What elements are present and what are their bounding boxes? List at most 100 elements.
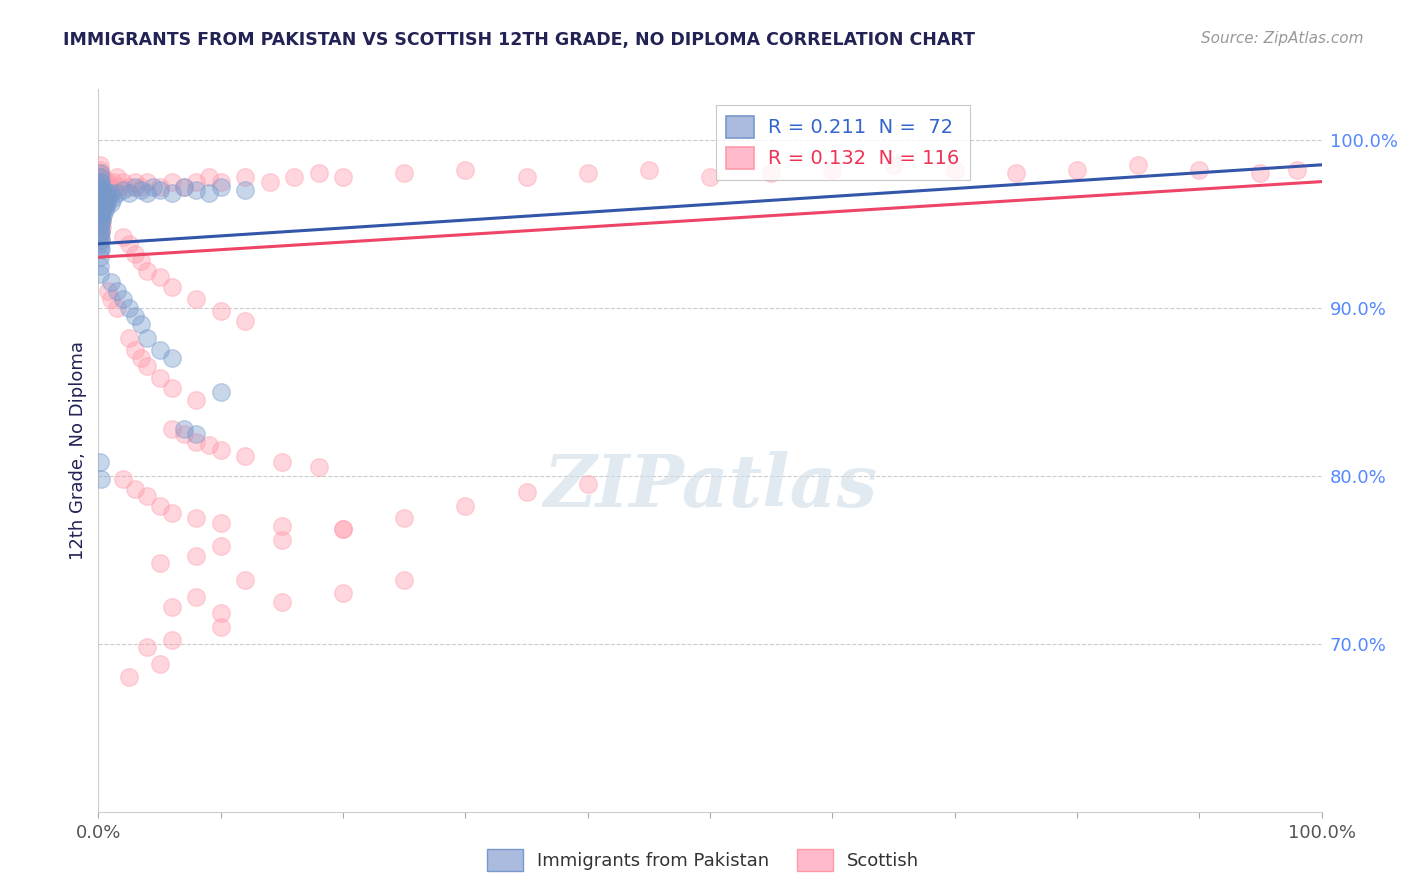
Point: [90, 175, 112, 189]
Text: IMMIGRANTS FROM PAKISTAN VS SCOTTISH 12TH GRADE, NO DIPLOMA CORRELATION CHART: IMMIGRANTS FROM PAKISTAN VS SCOTTISH 12T…: [63, 31, 976, 49]
Point: [270, 533, 294, 547]
Point: [197, 186, 219, 201]
Point: [90, 191, 112, 205]
Point: [160, 186, 183, 201]
Point: [124, 179, 146, 194]
Point: [136, 263, 159, 277]
Legend: Immigrants from Pakistan, Scottish: Immigrants from Pakistan, Scottish: [479, 842, 927, 879]
Point: [124, 482, 146, 496]
Point: [89, 200, 111, 214]
Point: [91, 213, 114, 227]
Point: [89, 196, 111, 211]
Point: [136, 331, 159, 345]
Point: [136, 640, 159, 654]
Point: [89, 169, 111, 184]
Point: [124, 175, 146, 189]
Point: [90, 200, 112, 214]
Point: [136, 175, 159, 189]
Point: [90, 183, 112, 197]
Point: [149, 343, 172, 357]
Point: [332, 523, 354, 537]
Point: [89, 230, 111, 244]
Point: [160, 175, 183, 189]
Point: [186, 175, 208, 189]
Point: [160, 506, 183, 520]
Point: [96, 186, 118, 201]
Point: [637, 162, 661, 177]
Point: [233, 314, 256, 328]
Point: [90, 166, 112, 180]
Point: [209, 607, 232, 621]
Point: [270, 595, 294, 609]
Point: [392, 166, 416, 180]
Point: [96, 196, 118, 211]
Point: [209, 175, 232, 189]
Point: [173, 179, 195, 194]
Point: [100, 186, 122, 201]
Point: [93, 196, 115, 211]
Point: [186, 392, 208, 407]
Point: [160, 422, 183, 436]
Point: [1249, 166, 1271, 180]
Point: [91, 208, 114, 222]
Point: [233, 573, 256, 587]
Point: [270, 455, 294, 469]
Point: [454, 499, 477, 513]
Point: [105, 186, 128, 201]
Point: [89, 213, 111, 227]
Point: [308, 460, 330, 475]
Text: ZIPatlas: ZIPatlas: [543, 451, 877, 522]
Point: [1004, 166, 1026, 180]
Point: [136, 359, 159, 374]
Point: [186, 183, 208, 197]
Point: [90, 208, 112, 222]
Point: [209, 620, 232, 634]
Point: [105, 301, 128, 315]
Point: [186, 510, 208, 524]
Point: [101, 175, 124, 189]
Point: [332, 523, 354, 537]
Point: [1128, 158, 1150, 172]
Point: [111, 183, 134, 197]
Point: [173, 422, 195, 436]
Point: [91, 183, 114, 197]
Point: [283, 169, 305, 184]
Point: [332, 169, 354, 184]
Point: [89, 186, 111, 201]
Point: [149, 179, 172, 194]
Point: [233, 183, 256, 197]
Point: [93, 186, 115, 201]
Point: [186, 426, 208, 441]
Point: [142, 179, 165, 194]
Point: [93, 179, 115, 194]
Point: [93, 186, 115, 201]
Point: [89, 179, 111, 194]
Point: [91, 169, 114, 184]
Point: [90, 217, 112, 231]
Point: [89, 267, 111, 281]
Point: [97, 191, 120, 205]
Point: [160, 351, 183, 365]
Point: [118, 301, 141, 315]
Point: [149, 657, 172, 671]
Point: [89, 179, 111, 194]
Point: [89, 225, 111, 239]
Point: [129, 179, 152, 194]
Point: [118, 236, 141, 251]
Point: [91, 191, 114, 205]
Point: [90, 234, 112, 248]
Point: [197, 438, 219, 452]
Point: [100, 186, 122, 201]
Point: [89, 219, 111, 234]
Point: [89, 208, 111, 222]
Point: [90, 183, 112, 197]
Point: [149, 270, 172, 285]
Point: [89, 225, 111, 239]
Point: [89, 196, 111, 211]
Point: [91, 186, 114, 201]
Point: [209, 384, 232, 399]
Point: [392, 573, 416, 587]
Legend: R = 0.211  N =  72, R = 0.132  N = 116: R = 0.211 N = 72, R = 0.132 N = 116: [716, 105, 970, 180]
Point: [101, 191, 124, 205]
Point: [149, 371, 172, 385]
